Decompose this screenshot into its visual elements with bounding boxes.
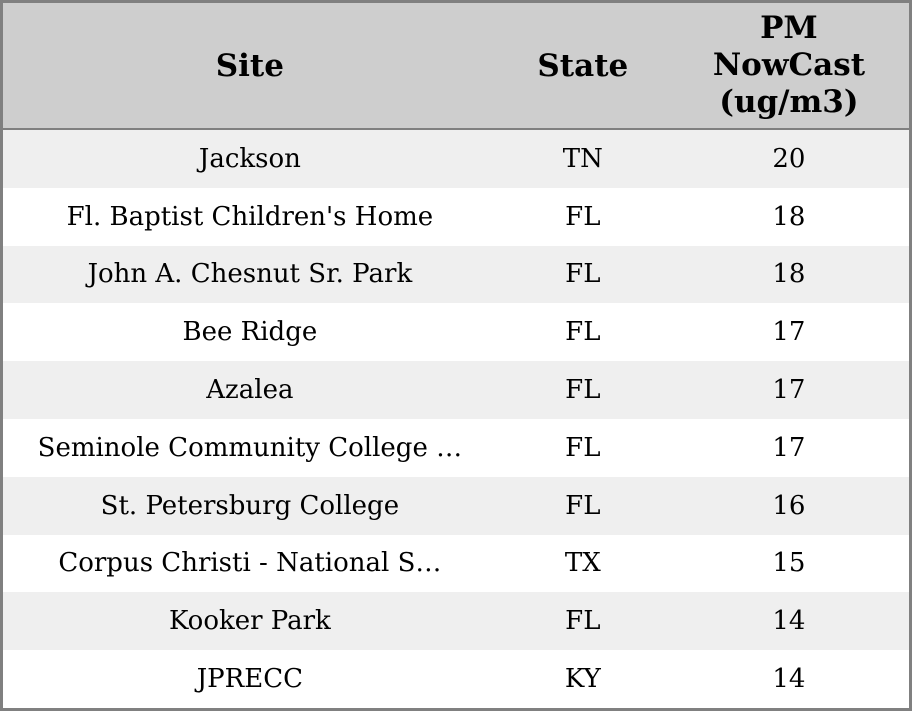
cell-state: FL xyxy=(565,201,601,232)
table-row: John A. Chesnut Sr. Park FL 18 xyxy=(3,245,909,304)
cell-site: Seminole Community College … xyxy=(37,432,463,463)
table-row: Fl. Baptist Children's Home FL 18 xyxy=(3,187,909,246)
cell-value: 17 xyxy=(772,317,806,348)
table-row: Corpus Christi - National S… TX 15 xyxy=(3,534,909,593)
cell-value: 17 xyxy=(772,375,806,406)
table-row: Kooker Park FL 14 xyxy=(3,592,909,651)
table-row: JPRECC KY 14 xyxy=(3,650,909,708)
cell-site: Jackson xyxy=(198,143,301,174)
table-body: Jackson TN 20 Fl. Baptist Children's Hom… xyxy=(3,130,909,708)
cell-site: John A. Chesnut Sr. Park xyxy=(87,259,413,290)
table-row: Seminole Community College … FL 17 xyxy=(3,418,909,477)
cell-value: 18 xyxy=(772,201,806,232)
cell-site: Kooker Park xyxy=(168,606,331,637)
header-state: State xyxy=(537,47,629,84)
cell-site: Bee Ridge xyxy=(182,317,318,348)
cell-value: 15 xyxy=(772,548,806,579)
cell-state: TN xyxy=(562,143,603,174)
header-pm-nowcast: PM NowCast (ug/m3) xyxy=(712,10,866,120)
cell-value: 14 xyxy=(772,664,806,695)
table-row: Bee Ridge FL 17 xyxy=(3,303,909,362)
cell-value: 20 xyxy=(772,143,806,174)
cell-state: FL xyxy=(565,432,601,463)
cell-value: 14 xyxy=(772,606,806,637)
cell-state: KY xyxy=(564,664,601,695)
cell-value: 17 xyxy=(772,432,806,463)
cell-state: FL xyxy=(565,490,601,521)
cell-value: 18 xyxy=(772,259,806,290)
cell-site: JPRECC xyxy=(196,664,304,695)
cell-state: FL xyxy=(565,317,601,348)
table-row: St. Petersburg College FL 16 xyxy=(3,476,909,535)
header-site: Site xyxy=(215,47,284,84)
cell-site: St. Petersburg College xyxy=(100,490,400,521)
table-row: Jackson TN 20 xyxy=(3,130,909,188)
table-header-row: Site State PM NowCast (ug/m3) xyxy=(3,3,909,130)
cell-value: 16 xyxy=(772,490,806,521)
cell-state: FL xyxy=(565,259,601,290)
table-row: Azalea FL 17 xyxy=(3,361,909,419)
cell-site: Azalea xyxy=(206,375,294,406)
cell-state: FL xyxy=(565,606,601,637)
cell-site: Corpus Christi - National S… xyxy=(58,548,442,579)
cell-site: Fl. Baptist Children's Home xyxy=(66,201,434,232)
cell-state: FL xyxy=(565,375,601,406)
cell-state: TX xyxy=(564,548,601,579)
